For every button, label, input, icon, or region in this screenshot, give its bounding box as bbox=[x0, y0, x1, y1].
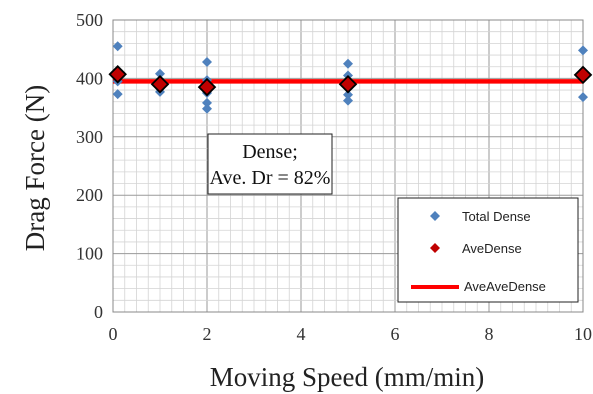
y-axis-title: Drag Force (N) bbox=[20, 85, 50, 251]
annotation-box: Dense; Ave. Dr = 82% bbox=[207, 133, 333, 195]
y-tick-label: 200 bbox=[76, 185, 103, 205]
y-tick-labels: 0 100 200 300 400 500 bbox=[76, 10, 103, 322]
x-tick-label: 4 bbox=[297, 324, 306, 344]
legend-frame bbox=[397, 197, 579, 303]
ave-dense-point bbox=[338, 74, 358, 94]
total-dense-point bbox=[202, 97, 212, 108]
total-dense-point bbox=[343, 95, 353, 106]
ave-dense-point bbox=[150, 74, 170, 94]
total-dense-point bbox=[155, 68, 165, 79]
total-dense-point bbox=[112, 89, 123, 100]
x-tick-label: 6 bbox=[391, 324, 400, 344]
total-dense-point bbox=[578, 45, 588, 56]
legend-label-total-dense: Total Dense bbox=[462, 209, 531, 224]
legend-label-ave-dense: AveDense bbox=[462, 241, 522, 256]
annotation-line-1: Dense; bbox=[242, 141, 298, 163]
legend-marker-total-dense bbox=[430, 211, 440, 221]
legend-label-ave-ave-dense: AveAveDense bbox=[464, 279, 546, 294]
y-tick-label: 0 bbox=[94, 302, 103, 322]
total-dense-point bbox=[202, 57, 212, 68]
ave-dense-point bbox=[108, 65, 127, 84]
y-tick-label: 300 bbox=[76, 127, 103, 147]
total-dense-point bbox=[202, 103, 212, 114]
ave-dense-point bbox=[197, 77, 217, 97]
plot-frame bbox=[112, 19, 584, 313]
annotation-line-2: Ave. Dr = 82% bbox=[210, 167, 331, 189]
legend: Total Dense AveDense AveAveDense bbox=[397, 197, 579, 303]
series-layer bbox=[108, 41, 593, 114]
x-tick-label: 10 bbox=[574, 324, 592, 344]
annotation-frame bbox=[207, 133, 333, 195]
total-dense-point bbox=[343, 89, 353, 100]
legend-marker-ave-dense bbox=[430, 243, 440, 253]
total-dense-point bbox=[578, 92, 588, 103]
total-dense-point bbox=[112, 41, 123, 52]
x-tick-label: 2 bbox=[203, 324, 212, 344]
y-tick-label: 500 bbox=[76, 10, 103, 30]
ave-dense-point bbox=[573, 65, 593, 85]
x-tick-label: 8 bbox=[485, 324, 494, 344]
x-tick-labels: 0 2 4 6 8 10 bbox=[109, 324, 593, 344]
x-tick-label: 0 bbox=[109, 324, 118, 344]
y-tick-label: 400 bbox=[76, 68, 103, 88]
y-tick-label: 100 bbox=[76, 244, 103, 264]
x-axis-title: Moving Speed (mm/min) bbox=[210, 362, 484, 392]
total-dense-point bbox=[343, 58, 353, 69]
